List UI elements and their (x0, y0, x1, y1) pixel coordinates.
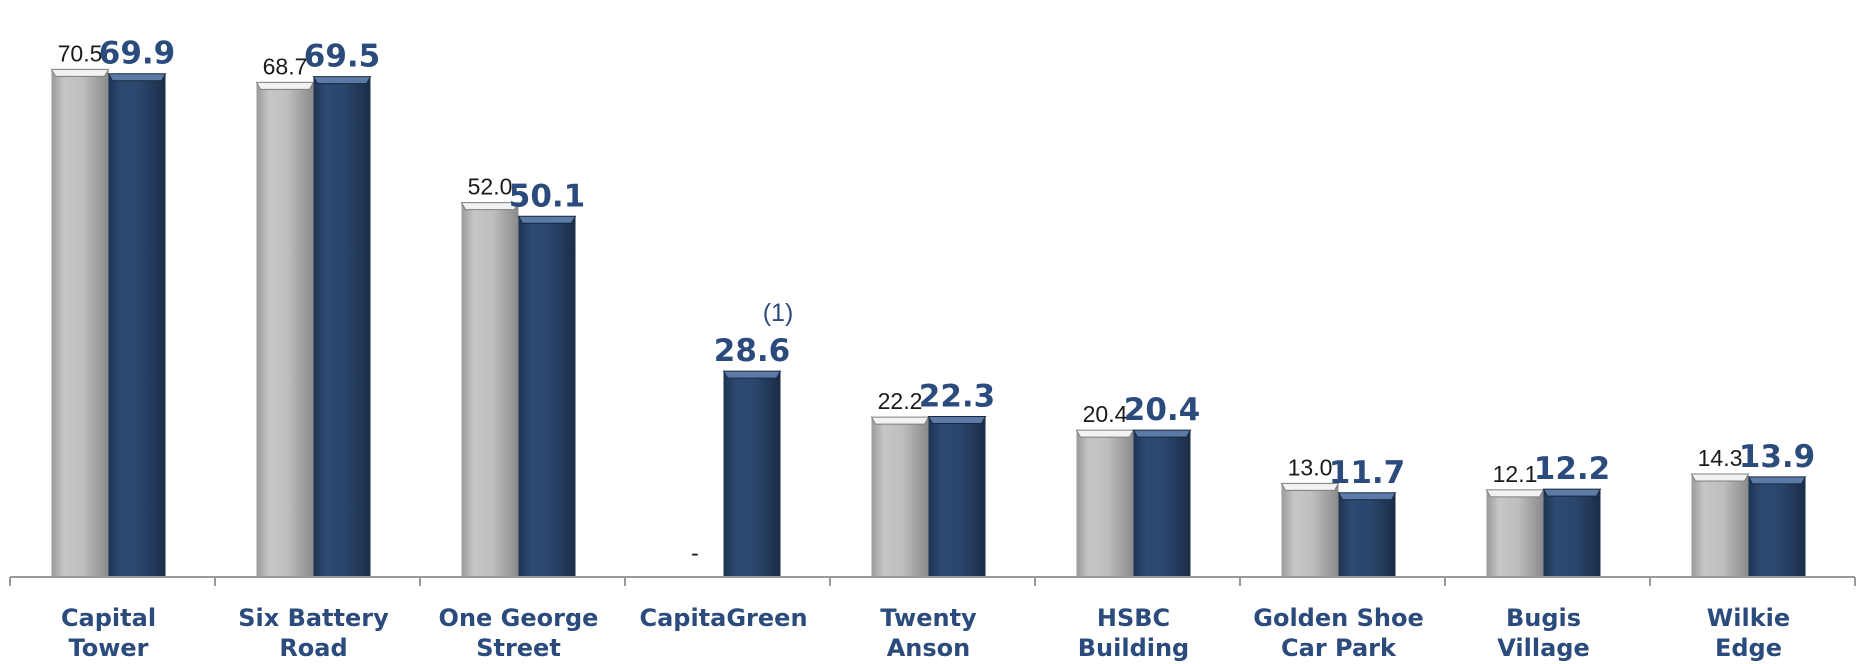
x-tick-label: Bugis Village (1497, 604, 1589, 662)
bar-series-2 (1543, 489, 1601, 577)
data-label-series-1: 14.3 (1698, 445, 1743, 471)
bar-series-2 (1748, 476, 1806, 577)
data-label-series-2: 22.3 (919, 378, 996, 414)
x-tick-label-line: Edge (1715, 634, 1782, 662)
bar-series-1 (1486, 489, 1544, 577)
x-tick-label-line: Six Battery (238, 604, 389, 632)
data-label-series-2: 69.9 (99, 36, 176, 72)
data-label-series-1: 68.7 (263, 53, 308, 79)
x-axis (9, 576, 1856, 586)
bar-cap-series-1 (50, 68, 110, 77)
x-tick-label-line: Building (1078, 634, 1190, 662)
data-label-series-2: 11.7 (1329, 455, 1406, 491)
bar-series-2 (518, 216, 576, 577)
bar-cap-series-1 (1485, 489, 1545, 498)
footnote-marker: (1) (763, 299, 794, 327)
data-label-series-1: 22.2 (878, 388, 923, 414)
x-tick-label: Capital Tower (61, 604, 156, 662)
x-tick-label-line: Road (279, 634, 347, 662)
x-tick-label: Wilkie Edge (1707, 604, 1790, 662)
bar-cap-series-2 (1132, 429, 1192, 438)
x-tick-label-line: Twenty (880, 604, 977, 632)
data-label-series-2: 12.2 (1534, 451, 1611, 487)
bar-cap-series-2 (1542, 488, 1602, 497)
x-tick-label-line: CapitaGreen (639, 604, 807, 632)
data-label-series-1: 52.0 (468, 174, 513, 200)
x-tick-label: Golden Shoe Car Park (1253, 604, 1423, 662)
bar-series-2 (1338, 492, 1396, 577)
bar-cap-series-2 (1337, 492, 1397, 501)
bar-cap-series-2 (722, 370, 782, 379)
bar-series-1 (51, 69, 109, 578)
data-label-series-2: 69.5 (304, 39, 381, 75)
bar-series-1 (1281, 483, 1339, 577)
data-label-series-1: 13.0 (1288, 454, 1333, 480)
bar-cap-series-1 (1280, 482, 1340, 491)
bar-series-1 (1076, 430, 1134, 577)
data-label-series-2: 13.9 (1739, 439, 1816, 475)
data-label-series-1: 70.5 (58, 40, 103, 66)
data-label-series-1: 12.1 (1493, 461, 1538, 487)
data-label-series-2: 28.6 (714, 333, 791, 369)
bar-series-2 (313, 76, 371, 577)
x-tick-label: CapitaGreen (639, 604, 807, 632)
bar-series-1 (256, 82, 314, 578)
bar-series-2 (108, 73, 166, 577)
bar-cap-series-1 (1075, 429, 1135, 438)
x-tick-label-line: One George (439, 604, 599, 632)
x-tick-label-line: Village (1497, 634, 1589, 662)
bar-series-1 (871, 417, 929, 577)
bars-layer (50, 68, 1807, 578)
x-tick-label: Six Battery Road (238, 604, 389, 662)
bar-series-2 (928, 416, 986, 577)
x-tick-label-line: Golden Shoe (1253, 604, 1423, 632)
bar-series-2 (1133, 430, 1191, 577)
data-label-series-1: 20.4 (1083, 401, 1128, 427)
x-tick-label: Twenty Anson (880, 604, 977, 662)
bar-cap-series-1 (1690, 473, 1750, 482)
x-tick-label-line: Street (476, 634, 561, 662)
x-tick-label-line: Wilkie (1707, 604, 1790, 632)
x-tick-label-line: Car Park (1281, 634, 1397, 662)
labels-layer: 70.569.9 Capital Tower 68.769.5 Six Battery R… (58, 36, 1816, 662)
x-tick-label-line: Tower (69, 634, 149, 662)
data-label-series-2: 50.1 (509, 178, 586, 214)
x-tick-label: One George Street (439, 604, 599, 662)
bar-cap-series-2 (1747, 476, 1807, 485)
data-label-series-2: 20.4 (1124, 392, 1201, 428)
bar-cap-series-1 (870, 416, 930, 425)
bar-series-2 (723, 371, 781, 577)
bar-cap-series-2 (927, 415, 987, 424)
bar-cap-series-2 (107, 73, 167, 82)
bar-series-1 (461, 202, 519, 577)
data-label-series-1: - (691, 540, 699, 566)
x-tick-label-line: Capital (61, 604, 156, 632)
x-tick-label: HSBC Building (1078, 604, 1190, 662)
x-tick-label-line: HSBC (1097, 604, 1170, 632)
bar-cap-series-1 (460, 202, 520, 211)
x-tick-label-line: Bugis (1506, 604, 1581, 632)
bar-cap-series-2 (517, 215, 577, 224)
bar-series-1 (1691, 474, 1749, 577)
x-tick-label-line: Anson (887, 634, 971, 662)
bar-cap-series-2 (312, 76, 372, 85)
bar-cap-series-1 (255, 81, 315, 90)
